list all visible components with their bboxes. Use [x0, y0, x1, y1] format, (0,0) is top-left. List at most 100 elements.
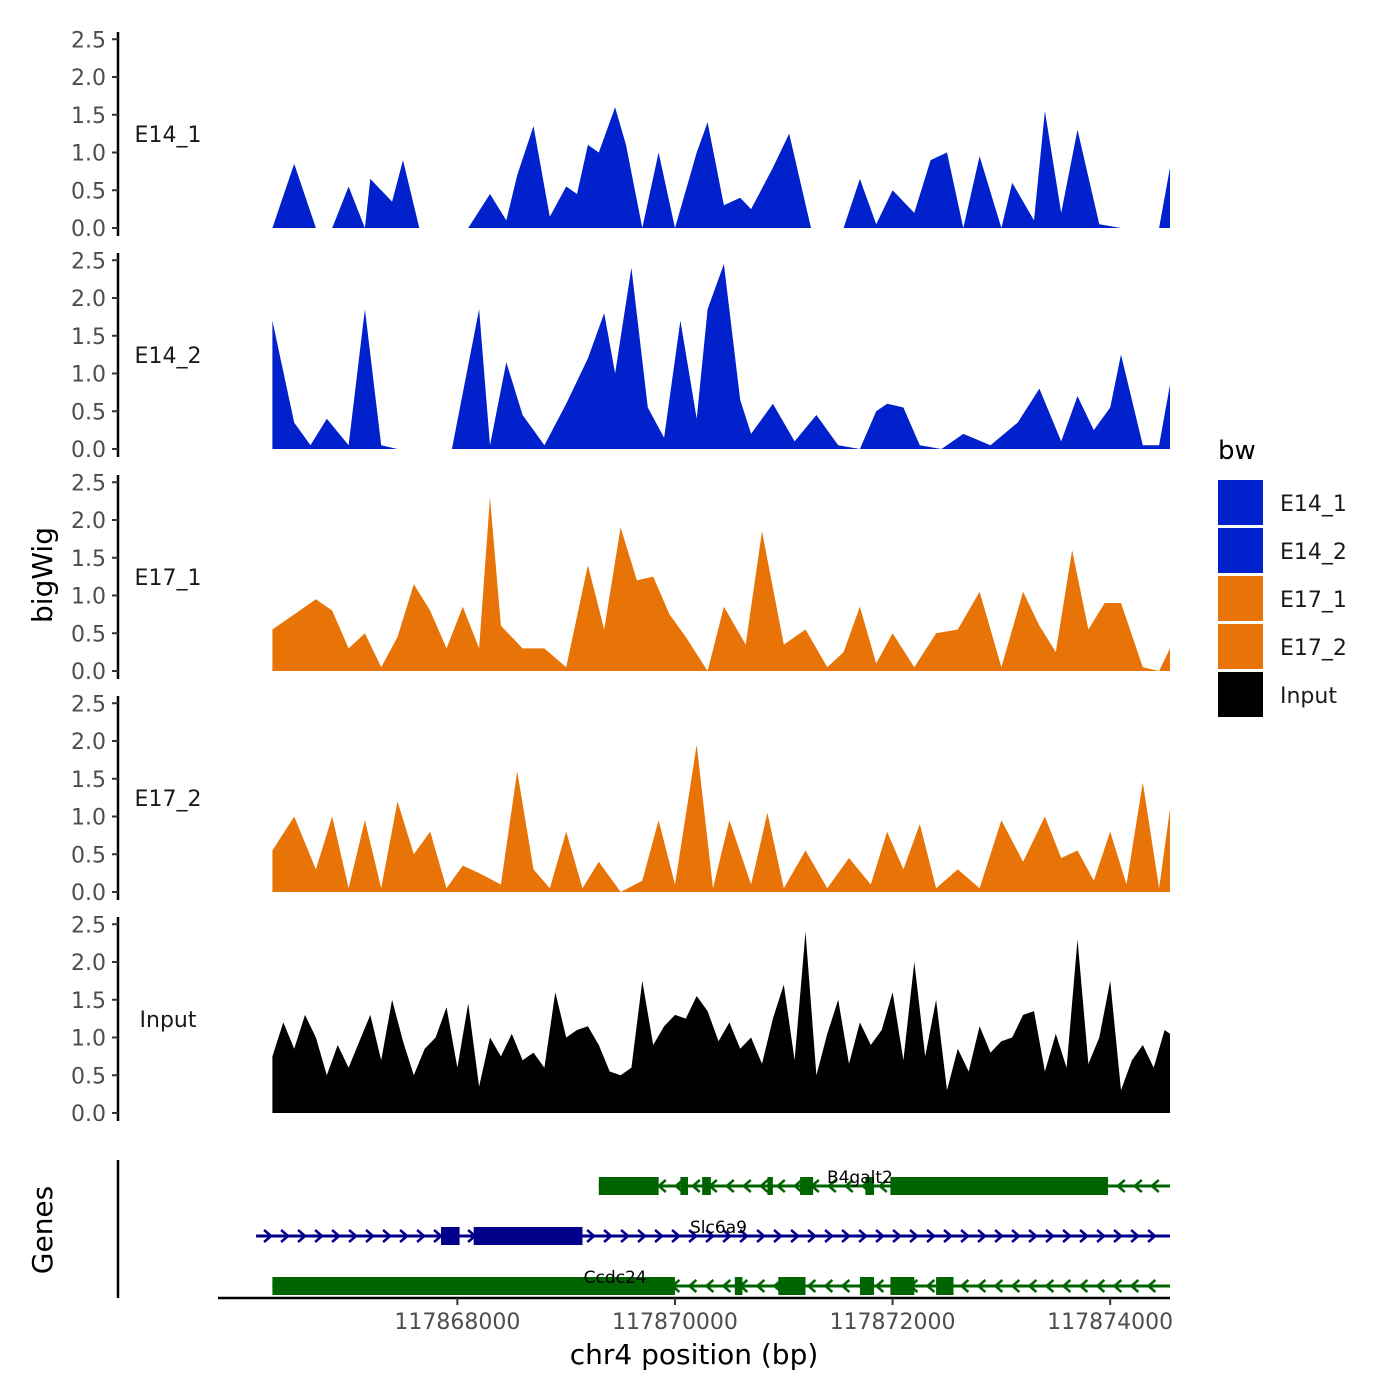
y-tick-label: 1.5 [71, 325, 106, 350]
strand-arrow [656, 1179, 667, 1193]
strand-arrow [877, 1179, 888, 1193]
y-tick-label: 1.0 [71, 806, 106, 831]
legend-item-e17-1: E17_1 [1218, 576, 1347, 621]
gene-b4galt2: B4galt2 [598, 1168, 1170, 1195]
strand-arrow [755, 1279, 766, 1293]
legend-swatch [1218, 576, 1263, 621]
x-axis: 117868000 117870000 117872000 117874000 [218, 1296, 1173, 1335]
strand-arrow [823, 1279, 834, 1293]
strand-arrow [1027, 1279, 1038, 1293]
strand-arrow [925, 1279, 936, 1293]
strand-arrow [688, 1229, 699, 1243]
y-tick-label: 2.0 [71, 951, 106, 976]
strand-arrow [263, 1229, 274, 1243]
strand-arrow [721, 1279, 732, 1293]
y-tick-label: 1.0 [71, 142, 106, 167]
exon [865, 1177, 875, 1195]
y-axis-title: bigWig [26, 527, 59, 623]
strand-arrow [1079, 1229, 1090, 1243]
strand-arrow [741, 1179, 752, 1193]
exon [680, 1177, 689, 1195]
legend-swatch [1218, 624, 1263, 669]
legend-label: E17_1 [1280, 588, 1347, 613]
strand-arrow [843, 1179, 854, 1193]
exon [598, 1177, 659, 1195]
strand-arrow [959, 1279, 970, 1293]
strand-arrow [1028, 1229, 1039, 1243]
strand-arrow [773, 1229, 784, 1243]
strand-arrow [739, 1229, 750, 1243]
y-tick-label: 0.5 [71, 622, 106, 647]
strand-arrow [1149, 1179, 1160, 1193]
gene-label: Ccdc24 [584, 1268, 647, 1288]
legend-label: E14_2 [1280, 540, 1347, 565]
strand-arrow [314, 1229, 325, 1243]
strand-arrow [960, 1229, 971, 1243]
y-tick-label: 0.0 [71, 438, 106, 463]
gene-track: B4galt2 Slc6a9 Ccdc24 [116, 1160, 1170, 1298]
signal-area [272, 264, 1170, 449]
strand-arrow [758, 1179, 769, 1193]
y-tick-label: 0.5 [71, 1064, 106, 1089]
gene-label: Slc6a9 [690, 1218, 747, 1238]
strand-arrow [792, 1179, 803, 1193]
y-tick-label: 2.5 [71, 28, 106, 53]
strand-arrow [365, 1229, 376, 1243]
exon [702, 1177, 711, 1195]
strand-arrow [1132, 1179, 1143, 1193]
track-e17-2: 0.0 0.5 1.0 1.5 2.0 2.5 E17_2 [71, 692, 1170, 906]
gene-ccdc24: Ccdc24 [272, 1268, 1170, 1295]
strand-arrow [705, 1229, 716, 1243]
signal-area [272, 744, 1170, 892]
strand-arrow [994, 1229, 1005, 1243]
signal-area [272, 931, 1170, 1113]
strand-arrow [1146, 1279, 1157, 1293]
gene-slc6a9: Slc6a9 [256, 1218, 1170, 1245]
signal-tracks: 0.0 0.5 1.0 1.5 2.0 2.5 E14_1 0.0 0.5 1.0 1.5 2.0 2.… [71, 28, 1170, 1127]
strand-arrow [858, 1229, 869, 1243]
strand-arrow [724, 1179, 735, 1193]
strand-arrow [1061, 1279, 1072, 1293]
exon [890, 1177, 1108, 1195]
legend-item-e17-2: E17_2 [1218, 624, 1347, 669]
y-tick-label: 1.0 [71, 363, 106, 388]
legend-title: bw [1218, 436, 1256, 466]
y-tick-label: 1.5 [71, 989, 106, 1014]
strand-arrow [875, 1229, 886, 1243]
strand-arrow [993, 1279, 1004, 1293]
legend-swatch [1218, 528, 1263, 573]
strand-arrow [1062, 1229, 1073, 1243]
track-input: 0.0 0.5 1.0 1.5 2.0 2.5 Input [71, 913, 1170, 1127]
y-tick-label: 2.0 [71, 66, 106, 91]
legend-label: E17_2 [1280, 636, 1347, 661]
strand-arrow [603, 1229, 614, 1243]
strand-arrow [348, 1229, 359, 1243]
y-tick-label: 0.0 [71, 881, 106, 906]
y-tick-label: 1.0 [71, 585, 106, 610]
exon [441, 1227, 460, 1245]
y-tick-label: 2.0 [71, 287, 106, 312]
strand-arrow [637, 1229, 648, 1243]
strand-arrow [926, 1229, 937, 1243]
y-tick-label: 0.0 [71, 1102, 106, 1127]
y-tick-label: 1.5 [71, 768, 106, 793]
track-label: E17_1 [135, 566, 202, 591]
track-label: E17_2 [135, 787, 202, 812]
y-tick-label: 2.5 [71, 471, 106, 496]
y-tick-label: 2.5 [71, 249, 106, 274]
strand-arrow [620, 1229, 631, 1243]
track-e14-1: 0.0 0.5 1.0 1.5 2.0 2.5 E14_1 [71, 28, 1170, 242]
strand-arrow [1011, 1229, 1022, 1243]
track-label: Input [140, 1008, 197, 1033]
strand-arrow [671, 1229, 682, 1243]
exon [778, 1277, 806, 1295]
exon [272, 1277, 675, 1295]
x-tick-label: 117868000 [394, 1310, 520, 1335]
track-label: E14_2 [135, 344, 202, 369]
x-axis-title: chr4 position (bp) [570, 1338, 819, 1371]
strand-arrow [690, 1179, 701, 1193]
y-tick-label: 0.5 [71, 179, 106, 204]
legend-label: Input [1280, 684, 1337, 709]
strand-arrow [977, 1229, 988, 1243]
